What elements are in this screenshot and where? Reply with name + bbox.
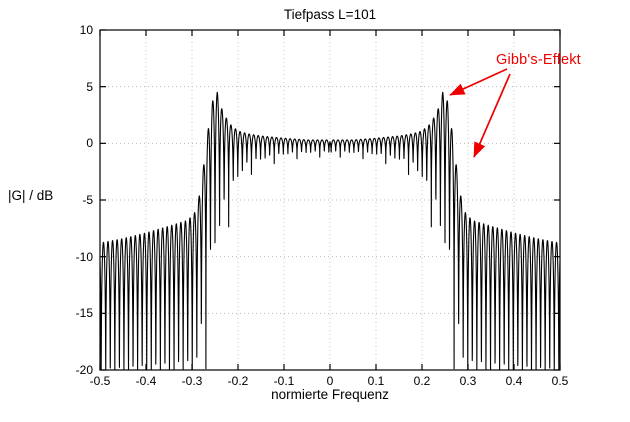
y-tick-label: -15: [75, 306, 93, 321]
y-tick-label: -10: [75, 249, 93, 264]
x-tick-label: 0.3: [459, 374, 477, 388]
x-tick-label: 0.2: [413, 374, 431, 388]
gibbs-arrow: [473, 73, 511, 158]
x-tick-label: 0: [326, 374, 334, 388]
y-tick-label: 10: [79, 23, 93, 37]
y-axis-label: |G| / dB: [8, 188, 54, 203]
x-tick-label: 0.1: [367, 374, 385, 388]
x-tick-label: -0.2: [227, 374, 249, 388]
y-tick-label: -20: [75, 363, 93, 377]
x-tick-label: -0.1: [273, 374, 295, 388]
gibbs-arrow: [449, 68, 508, 96]
y-tick-label: 0: [86, 136, 93, 151]
gibbs-effect-arrows: [449, 68, 511, 158]
magnitude-response-curve: [99, 91, 561, 371]
plot-border: [99, 29, 561, 371]
x-tick-label: -0.5: [89, 374, 111, 388]
x-tick-label: -0.4: [135, 374, 157, 388]
x-tick-label: 0.5: [551, 374, 569, 388]
x-tick-label: -0.3: [181, 374, 203, 388]
chart-title: Tiefpass L=101: [283, 7, 377, 22]
x-tick-label: 0.4: [505, 374, 523, 388]
y-tick-label: 5: [86, 79, 93, 94]
x-axis-label: normierte Frequenz: [271, 387, 389, 402]
gibbs-effect-annotation: Gibb's-Effekt: [496, 52, 581, 68]
y-tick-label: -5: [82, 193, 93, 207]
